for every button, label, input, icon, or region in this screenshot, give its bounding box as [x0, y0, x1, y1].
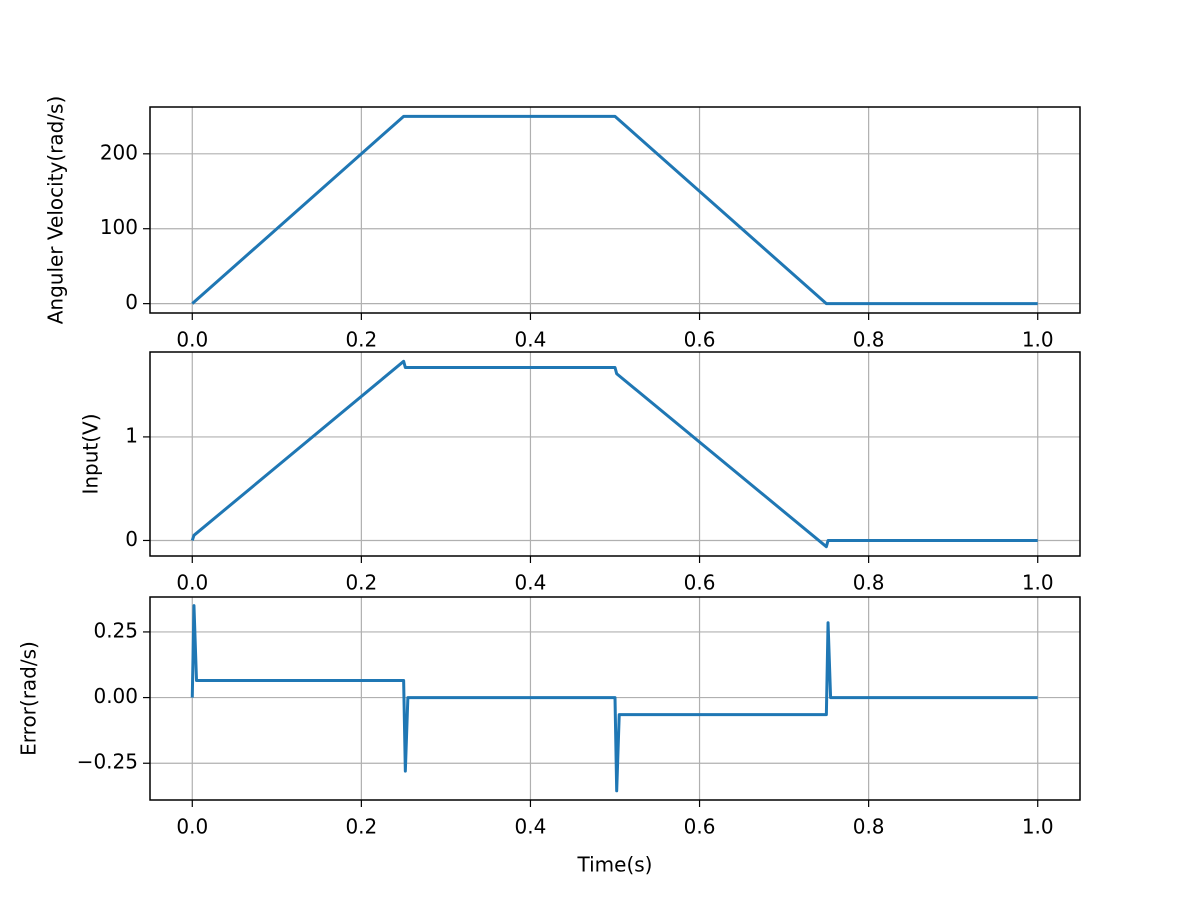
x-tick-label: 0.0	[176, 571, 208, 595]
x-tick-label: 0.4	[515, 571, 547, 595]
data-line	[191, 114, 1038, 306]
x-tick-label: 0.6	[684, 571, 716, 595]
x-tick-label: 1.0	[1022, 571, 1054, 595]
x-tick-label: 0.8	[853, 328, 885, 352]
x-tick-label: 0.2	[345, 328, 377, 352]
x-tick-label: 0.6	[684, 328, 716, 352]
axes-frame	[149, 351, 1081, 557]
y-tick-label: 0.00	[93, 684, 138, 708]
data-line	[190, 359, 1038, 549]
x-tick-label: 0.8	[853, 571, 885, 595]
y-tick-label: 200	[100, 140, 138, 164]
x-tick-label: 0.2	[345, 571, 377, 595]
x-tick-label: 0.4	[515, 328, 547, 352]
axes-frame	[149, 596, 1081, 801]
y-axis-label: Input(V)	[79, 413, 103, 494]
y-tick-label: 0.25	[93, 618, 138, 642]
x-tick-label: 1.0	[1022, 815, 1054, 839]
x-tick-label: 1.0	[1022, 328, 1054, 352]
x-tick-label: 0.6	[684, 815, 716, 839]
y-axis-label: Error(rad/s)	[17, 641, 41, 756]
x-tick-label: 0.0	[176, 328, 208, 352]
y-tick-label: 0	[125, 527, 138, 551]
x-tick-label: 0.8	[853, 815, 885, 839]
y-tick-label: 100	[100, 215, 138, 239]
y-axis-label: Anguler Velocity(rad/s)	[44, 96, 68, 325]
axes-frame	[149, 106, 1081, 314]
x-tick-label: 0.2	[345, 815, 377, 839]
y-tick-label: 1	[125, 423, 138, 447]
x-tick-label: 0.0	[176, 815, 208, 839]
y-tick-label: −0.25	[77, 750, 138, 774]
x-tick-label: 0.4	[515, 815, 547, 839]
x-axis-label: Time(s)	[577, 853, 653, 877]
data-line	[190, 604, 1038, 793]
y-tick-label: 0	[125, 290, 138, 314]
